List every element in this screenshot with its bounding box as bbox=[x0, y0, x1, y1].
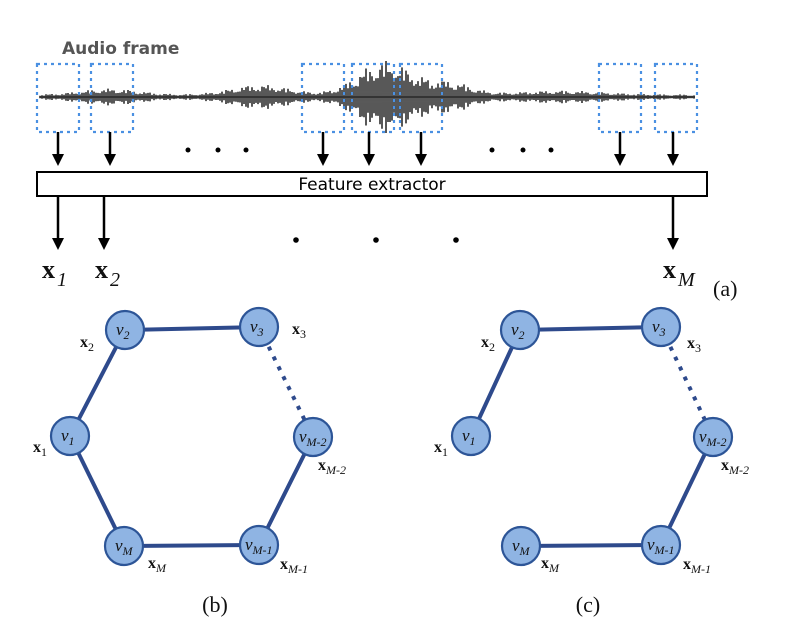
graph-b-feature-label-x3: x3 bbox=[292, 321, 306, 341]
graph-c-node-vm1: vM-1 xM-1 bbox=[640, 524, 711, 576]
svg-text:v3: v3 bbox=[250, 317, 264, 339]
graph-c: v1 x1 v2 x2 v3 x3 vM-2 xM-2 vM-1 xM-1 vM xM bbox=[434, 306, 749, 576]
svg-text:v2: v2 bbox=[116, 320, 130, 342]
svg-text:v2: v2 bbox=[511, 320, 525, 342]
graph-b-node-v2: v2 x2 bbox=[80, 309, 146, 354]
svg-text:vM-1: vM-1 bbox=[647, 535, 675, 557]
graph-c-feature-label-xm1: xM-1 bbox=[683, 556, 711, 576]
graph-b-feature-label-x1: x1 bbox=[33, 439, 47, 459]
feature-extractor-label: Feature extractor bbox=[298, 175, 445, 195]
graph-c-feature-label-x1: x1 bbox=[434, 439, 448, 459]
graph-c-feature-label-xm2: xM-2 bbox=[721, 457, 749, 477]
panel-b-label: (b) bbox=[202, 592, 228, 617]
graph-b-feature-label-xm1: xM-1 bbox=[280, 556, 308, 576]
graph-b-feature-label-xm: xM bbox=[148, 555, 167, 575]
ellipsis-features bbox=[293, 237, 459, 243]
graph-b-node-v1: v1 x1 bbox=[33, 415, 91, 459]
window-box-1 bbox=[35, 62, 81, 134]
window-box-6 bbox=[597, 62, 643, 134]
graph-c-feature-label-x2: x2 bbox=[481, 334, 495, 354]
feature-extractor-box bbox=[36, 171, 708, 197]
svg-text:v1: v1 bbox=[61, 426, 75, 448]
output-arrows bbox=[52, 196, 679, 250]
svg-text:v3: v3 bbox=[652, 317, 666, 339]
graph-c-node-vm: vM xM bbox=[500, 525, 560, 575]
panel-a-label: (a) bbox=[713, 276, 737, 301]
graph-b-node-vm1: vM-1 xM-1 bbox=[238, 524, 308, 576]
svg-text:vM-1: vM-1 bbox=[245, 535, 273, 557]
svg-text:vM: vM bbox=[512, 536, 531, 558]
graph-c-node-vm2: vM-2 xM-2 bbox=[692, 416, 749, 477]
svg-text:vM-2: vM-2 bbox=[299, 427, 327, 449]
input-arrows bbox=[52, 132, 679, 166]
graph-b-node-vm2: vM-2 xM-2 bbox=[292, 416, 346, 477]
graph-c-node-v3: v3 x3 bbox=[640, 306, 701, 355]
ellipsis-top bbox=[185, 147, 554, 153]
graph-b-node-v3: v3 x3 bbox=[238, 306, 306, 348]
window-box-2 bbox=[89, 62, 135, 134]
graph-b-node-vm: vM xM bbox=[103, 525, 167, 575]
graph-b-feature-label-xm2: xM-2 bbox=[318, 457, 346, 477]
panel-c-label: (c) bbox=[576, 592, 600, 617]
analysis-windows bbox=[35, 62, 699, 134]
svg-text:vM-2: vM-2 bbox=[699, 427, 727, 449]
graph-c-feature-label-x3: x3 bbox=[687, 335, 701, 355]
svg-text:vM: vM bbox=[115, 536, 134, 558]
graph-c-feature-label-xm: xM bbox=[541, 555, 560, 575]
window-box-5 bbox=[398, 62, 444, 134]
audio-frame-label: Audio frame bbox=[62, 39, 179, 59]
window-box-3 bbox=[300, 62, 346, 134]
graph-c-node-v1: v1 x1 bbox=[434, 415, 492, 459]
graph-b: v1 x1 v2 x2 v3 x3 vM-2 xM-2 vM-1 xM-1 vM xM bbox=[33, 306, 346, 576]
window-box-4 bbox=[350, 62, 396, 134]
graph-c-node-v2: v2 x2 bbox=[481, 309, 541, 354]
graph-b-feature-label-x2: x2 bbox=[80, 334, 94, 354]
window-box-7 bbox=[653, 62, 699, 134]
audio-waveform bbox=[39, 61, 695, 133]
svg-text:v1: v1 bbox=[462, 426, 476, 448]
